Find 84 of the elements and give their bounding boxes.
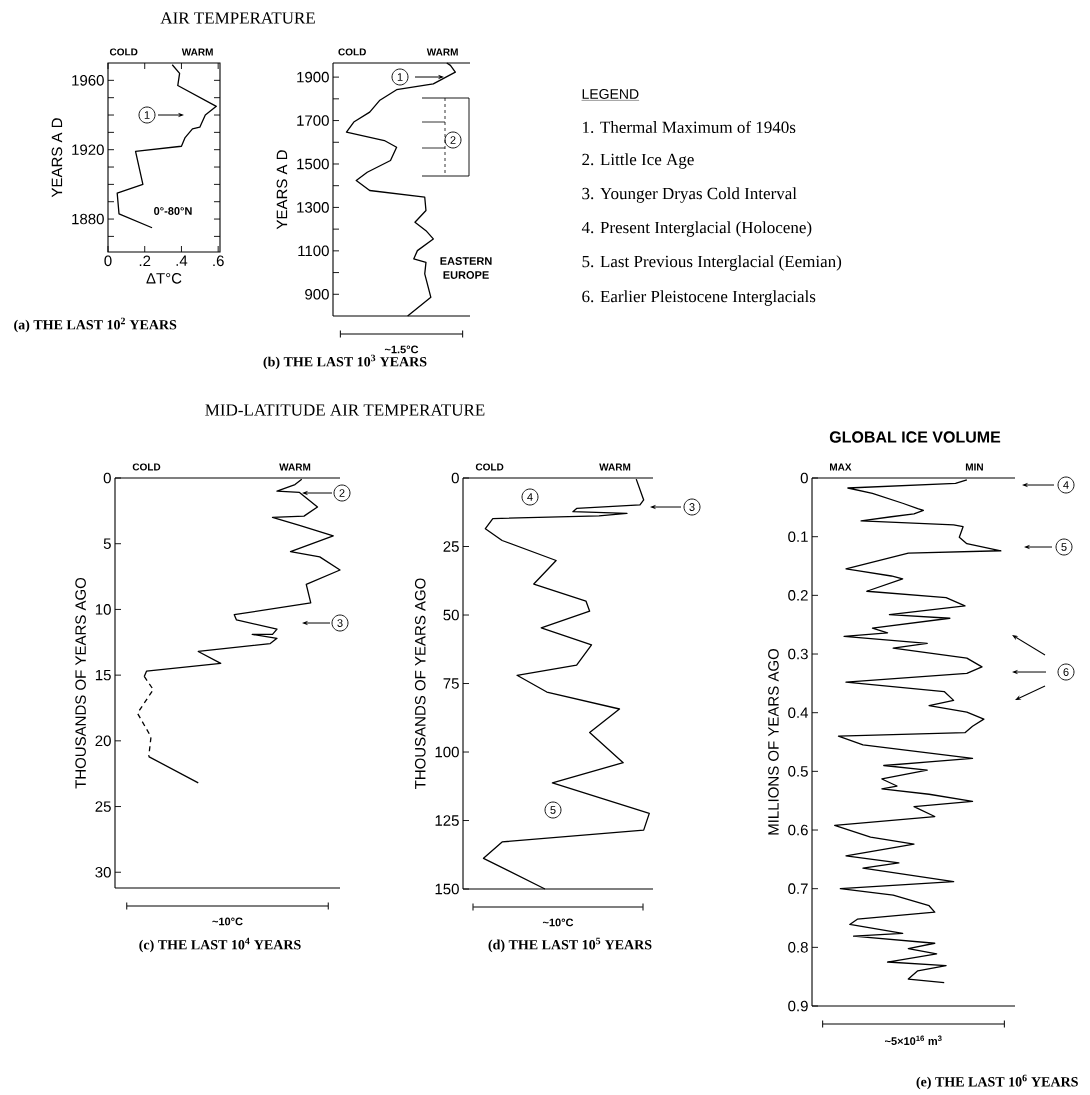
text: (e) THE LAST 10$^{6}$ YEARS — [916, 1074, 1078, 1090]
annotation: 3 — [337, 619, 343, 627]
text: COLD — [132, 463, 161, 471]
y-axis-title: THOUSANDS OF YEARS AGO — [414, 578, 426, 790]
x-axis-title: ΔT°C — [146, 273, 182, 284]
y-tick-label: 1960 — [72, 75, 104, 86]
annotation: 5 — [550, 806, 556, 814]
y-tick-label: 0.3 — [788, 648, 808, 660]
text: 6. Earlier Pleistocene Interglacials — [582, 290, 816, 306]
y-tick-label: 10 — [95, 604, 111, 615]
text: 4. Present Interglacial (Holocene) — [581, 221, 812, 237]
y-tick-label: 900 — [305, 288, 329, 300]
y-tick-label: 1920 — [72, 144, 104, 156]
annotation: EASTERN EUROPE — [440, 257, 492, 279]
text: WARM — [426, 48, 458, 56]
y-tick-label: 30 — [95, 866, 111, 878]
text: 2. Little Ice Age — [582, 153, 694, 169]
y-tick-label: 20 — [95, 735, 111, 747]
y-tick-label: 75 — [443, 678, 459, 689]
y-axis-title: YEARS A D — [276, 150, 288, 230]
y-axis-title: THOUSANDS OF YEARS AGO — [75, 577, 86, 789]
y-tick-label: 0.7 — [788, 883, 808, 894]
text: WARM — [181, 48, 213, 56]
annotation: 1 — [144, 111, 150, 119]
y-tick-label: 0.8 — [788, 942, 808, 953]
x-tick-label: .6 — [213, 255, 224, 267]
x-axis-title: ~10°C — [542, 918, 574, 927]
text: COLD — [475, 463, 504, 471]
annotation: 2 — [450, 136, 456, 144]
y-tick-label: 1300 — [297, 202, 329, 213]
annotation: 4 — [527, 493, 533, 501]
y-tick-label: 100 — [435, 746, 459, 758]
y-tick-label: 0.5 — [788, 766, 808, 777]
text: 1. Thermal Maximum of 1940s — [583, 120, 796, 134]
y-tick-label: 0 — [451, 472, 459, 484]
y-tick-label: 1880 — [72, 213, 104, 225]
y-tick-label: 15 — [95, 669, 111, 681]
text: WARM — [599, 463, 631, 471]
x-axis-title: ~5×10$^{16}$ m$^{3}$ — [885, 1035, 942, 1046]
y-tick-label: 0.1 — [788, 531, 808, 542]
y-tick-label: 25 — [95, 801, 111, 812]
text: (d) THE LAST 10$^{5}$ YEARS — [488, 937, 652, 953]
y-axis-title: YEARS A D — [51, 118, 63, 198]
text: LEGEND — [582, 89, 639, 99]
y-tick-label: 0 — [103, 472, 111, 484]
chart-title: AIR TEMPERATURE — [160, 12, 315, 24]
y-tick-label: 1900 — [297, 71, 329, 83]
y-tick-label: 0 — [800, 472, 808, 484]
y-tick-label: 5 — [103, 538, 111, 549]
annotation: 0°-80°N — [154, 207, 192, 215]
y-tick-label: 150 — [435, 883, 459, 895]
text: 5. Last Previous Interglacial (Eemian) — [582, 255, 842, 271]
text: 3. Younger Dryas Cold Interval — [582, 187, 797, 203]
text: (b) THE LAST 10$^{3}$ YEARS — [263, 354, 427, 370]
text: 3 — [689, 503, 695, 511]
text: 5 — [1061, 543, 1067, 551]
y-tick-label: 0.6 — [788, 824, 808, 836]
text: COLD — [109, 48, 138, 56]
y-tick-label: 1700 — [297, 115, 329, 126]
y-tick-label: 0.2 — [788, 590, 808, 601]
y-tick-label: 50 — [443, 609, 459, 621]
y-tick-label: 25 — [443, 541, 459, 552]
text: (a) THE LAST 10$^{2}$ YEARS — [14, 317, 177, 333]
x-axis-title: ~1.5°C — [384, 345, 419, 354]
chart-title: GLOBAL ICE VOLUME — [829, 431, 1001, 443]
y-tick-label: 1500 — [297, 158, 329, 170]
text: COLD — [338, 48, 366, 56]
x-tick-label: .4 — [176, 255, 188, 266]
x-tick-label: .2 — [139, 255, 151, 267]
text: (c) THE LAST 10$^{4}$ YEARS — [139, 937, 301, 953]
y-axis-title: MILLIONS OF YEARS AGO — [768, 648, 779, 835]
x-axis-title: ~10°C — [212, 917, 243, 926]
y-tick-label: 1100 — [298, 245, 329, 257]
chart-title: MID-LATITUDE AIR TEMPERATURE — [205, 404, 485, 416]
y-tick-label: 0.9 — [788, 1000, 808, 1012]
text: WARM — [279, 463, 311, 471]
text: 6 — [1063, 668, 1069, 676]
text: 4 — [1063, 481, 1069, 489]
text: MAX — [829, 463, 852, 471]
y-tick-label: 125 — [435, 815, 459, 826]
text: MIN — [965, 463, 983, 471]
y-tick-label: 0.4 — [788, 707, 809, 718]
annotation: 1 — [397, 73, 403, 81]
annotation: 2 — [339, 489, 345, 497]
